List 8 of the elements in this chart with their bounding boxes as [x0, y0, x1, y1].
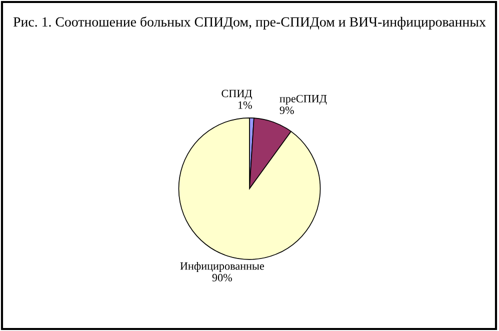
- pie-slice: [178, 117, 321, 260]
- data-label: 9%: [280, 106, 294, 114]
- chart-title: Рис. 1. Соотношение больных СПИДом, пре-СПИДом и ВИЧ-инфицированных: [13, 16, 486, 30]
- data-label: 90%: [212, 274, 232, 282]
- slice-label: СПИД: [222, 90, 252, 100]
- data-label: 1%: [238, 101, 252, 109]
- slice-label: Инфицированные: [180, 262, 264, 272]
- slice-label: преСПИД: [280, 94, 327, 105]
